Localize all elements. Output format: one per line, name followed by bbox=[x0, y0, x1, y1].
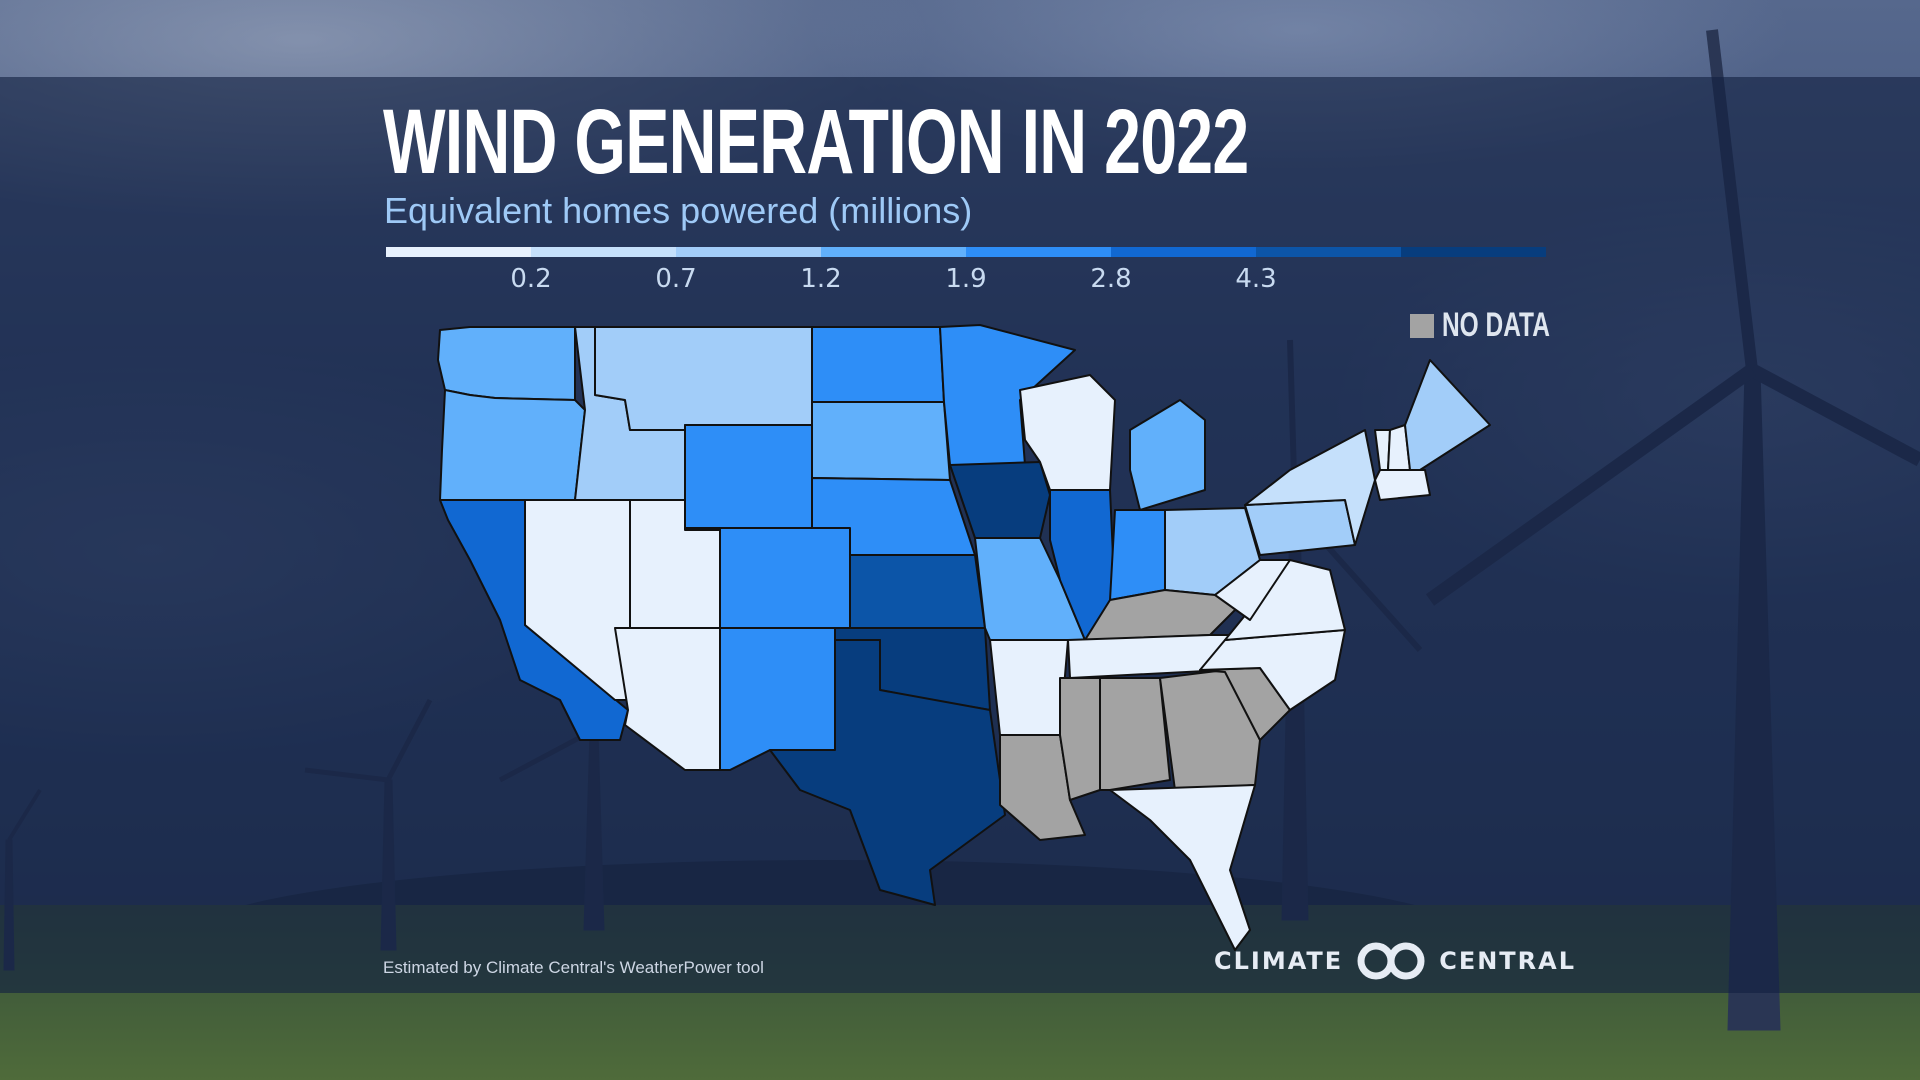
state-nv bbox=[524, 499, 631, 701]
state-nd bbox=[811, 326, 945, 403]
state-az bbox=[614, 627, 721, 771]
state-or bbox=[439, 389, 586, 501]
state-co bbox=[719, 527, 851, 629]
legend-tick-label: 2.8 bbox=[1090, 264, 1132, 294]
map-title: WIND GENERATION IN 2022 bbox=[383, 91, 1249, 193]
state-ia bbox=[949, 461, 1051, 539]
no-data-legend: NO DATA bbox=[1410, 306, 1592, 345]
state-mn bbox=[939, 324, 1076, 466]
linked-rings-icon bbox=[1357, 942, 1425, 980]
state-ar bbox=[989, 639, 1069, 736]
legend-tick-label: 4.3 bbox=[1235, 264, 1277, 294]
no-data-swatch bbox=[1410, 313, 1434, 338]
legend-tick-label: 0.7 bbox=[655, 264, 697, 294]
brand-right-text: CENTRAL bbox=[1439, 947, 1577, 975]
state-ma bbox=[1374, 469, 1431, 501]
state-ms bbox=[1059, 677, 1101, 801]
legend-segment-4 bbox=[966, 247, 1111, 257]
legend-segment-5 bbox=[1111, 247, 1256, 257]
legend-color-bar bbox=[386, 247, 1546, 259]
state-me bbox=[1404, 359, 1491, 471]
no-data-label: NO DATA bbox=[1442, 306, 1550, 344]
climate-central-logo: CLIMATE CENTRAL bbox=[1214, 942, 1576, 980]
state-in bbox=[1109, 509, 1166, 601]
state-wa bbox=[437, 326, 576, 401]
legend-segment-7 bbox=[1401, 247, 1546, 257]
state-mt bbox=[594, 326, 813, 431]
legend-segment-2 bbox=[676, 247, 821, 257]
state-wv bbox=[1214, 559, 1291, 621]
state-ks bbox=[849, 554, 986, 629]
state-fl bbox=[1109, 784, 1256, 951]
state-al bbox=[1099, 677, 1171, 791]
legend-segment-1 bbox=[531, 247, 676, 257]
state-nm bbox=[719, 627, 836, 771]
legend-segment-0 bbox=[386, 247, 531, 257]
state-wy bbox=[684, 424, 813, 529]
legend-segment-3 bbox=[821, 247, 966, 257]
state-sd bbox=[811, 401, 951, 481]
brand-left-text: CLIMATE bbox=[1214, 947, 1344, 975]
map-subtitle: Equivalent homes powered (millions) bbox=[384, 190, 973, 231]
state-mi bbox=[1129, 399, 1206, 511]
state-pa bbox=[1244, 499, 1356, 556]
source-note: Estimated by Climate Central's WeatherPo… bbox=[383, 958, 764, 977]
legend-segment-6 bbox=[1256, 247, 1401, 257]
legend-tick-label: 1.2 bbox=[800, 264, 842, 294]
legend-tick-label: 0.2 bbox=[510, 264, 552, 294]
legend-tick-label: 1.9 bbox=[945, 264, 987, 294]
